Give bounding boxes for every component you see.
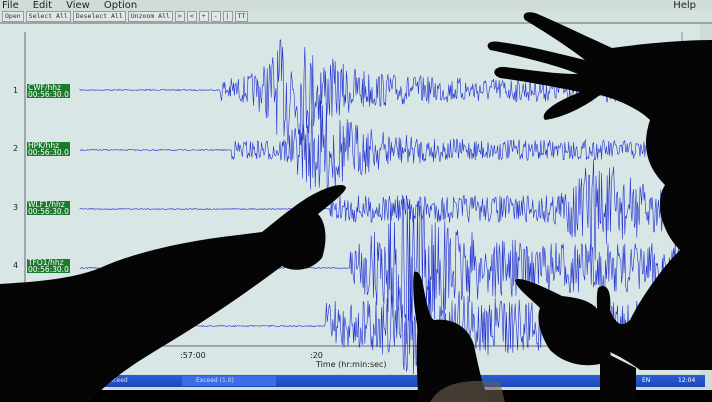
channel-name: TFO1/hhz (28, 258, 64, 267)
channel-label-cwf[interactable]: CWF/hhz 00:56:30.0 (27, 84, 70, 98)
deselect-all-button[interactable]: Deselect All (72, 11, 126, 22)
clock: 12:04 (678, 377, 696, 384)
channel-time: 00:56:30.0 (28, 148, 69, 157)
row-number: 2 (13, 144, 19, 153)
time-tick: :20 (310, 351, 323, 360)
channel-time: 00:56:30.0 (28, 265, 69, 274)
menu-view[interactable]: View (66, 0, 90, 11)
menu-file[interactable]: File (2, 0, 19, 11)
channel-label-wlf1[interactable]: WLF1/hhz 00:56:30.0 (27, 201, 70, 215)
row-number: 4 (13, 261, 19, 270)
seismic-trace-2 (79, 100, 681, 195)
channel-label-tfo1[interactable]: TFO1/hhz 00:56:30.0 (27, 259, 70, 273)
left-arm-silhouette (0, 185, 346, 402)
menu-bar: File Edit View Option Help (0, 0, 712, 11)
pointing-hand-silhouette (515, 279, 612, 366)
open-button[interactable]: Open (2, 11, 24, 22)
seismic-trace-3 (79, 159, 681, 261)
time-axis-label: Time (hr:min:sec) (316, 360, 387, 369)
menu-option[interactable]: Option (103, 0, 138, 11)
channel-name: HPK/hhz (28, 141, 60, 150)
taskbar-item-exceed[interactable]: Exceed (106, 377, 128, 384)
text-button[interactable]: TT (234, 11, 249, 22)
taskbar: Exceed Exceed (1.0) EN 12:04 (80, 375, 705, 387)
menu-edit[interactable]: Edit (32, 0, 53, 11)
channel-name: WLF1/hhz (28, 200, 65, 209)
language-indicator[interactable]: EN (642, 377, 651, 384)
row-number: 3 (13, 203, 19, 212)
zoom-in-button[interactable]: + (198, 11, 209, 22)
forward-button[interactable]: > (174, 11, 185, 22)
channel-name: CWF/hhz (28, 83, 61, 92)
zoom-out-button[interactable]: - (210, 11, 221, 22)
menu-help[interactable]: Help (673, 0, 696, 11)
right-hand-silhouette (487, 12, 712, 370)
channel-time: 00:56:30.0 (28, 207, 69, 216)
row-number: 1 (13, 86, 19, 95)
time-tick: :57:00 (180, 351, 206, 360)
right-forearm-silhouette (600, 350, 636, 402)
channel-time: 00:56:30.0 (28, 90, 69, 99)
unzoom-all-button[interactable]: Unzoom All (127, 11, 173, 22)
sleeve-silhouette (430, 380, 505, 402)
channel-label-hpk[interactable]: HPK/hhz 00:56:30.0 (27, 142, 70, 156)
pointing-finger-silhouette (413, 271, 490, 402)
marker-button[interactable]: | (222, 11, 233, 22)
select-all-button[interactable]: Select All (25, 11, 71, 22)
back-button[interactable]: < (186, 11, 197, 22)
taskbar-item-exceed-1[interactable]: Exceed (1.0) (182, 376, 276, 386)
